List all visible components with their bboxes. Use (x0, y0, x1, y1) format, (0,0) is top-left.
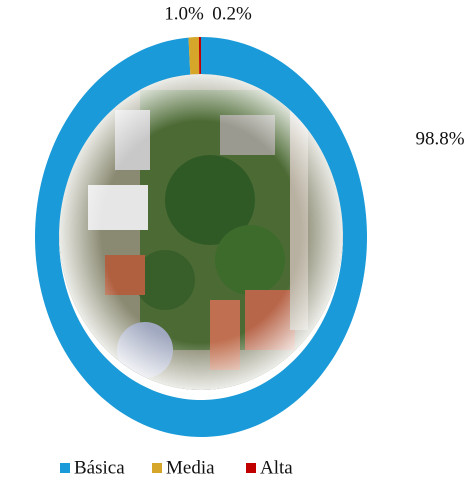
legend-label: Alta (260, 457, 293, 478)
legend-swatch (246, 463, 256, 473)
legend-label: Básica (74, 457, 125, 478)
chart: Básica Media Alta 98.8% 1.0% 0.2% (0, 0, 472, 480)
donut-segment (188, 37, 199, 74)
legend-swatch (60, 463, 70, 473)
value-label: 1.0% (164, 3, 204, 24)
value-label: 98.8% (415, 128, 464, 149)
donut-segment (199, 37, 201, 74)
legend-label: Media (166, 457, 215, 478)
legend-swatch (152, 463, 162, 473)
value-label: 0.2% (212, 3, 252, 24)
